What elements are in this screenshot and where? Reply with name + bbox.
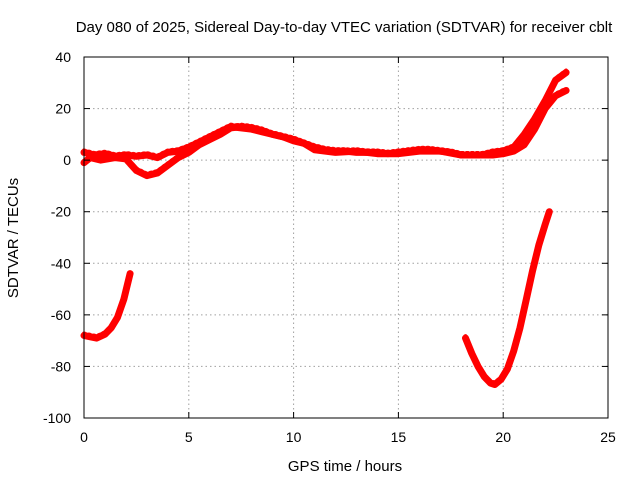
- x-tick-labels: 0 5 10 15 20 25: [80, 429, 616, 445]
- series-marks-sat-b: [82, 86, 569, 176]
- series-line-sat-a: [80, 69, 570, 162]
- y-tick-label: 40: [55, 49, 71, 65]
- y-tick-label: -20: [51, 204, 71, 220]
- y-tick-label: -60: [51, 307, 71, 323]
- x-tick-label: 10: [286, 429, 302, 445]
- series-line-sat-b: [80, 87, 570, 180]
- plot-frame: [83, 56, 609, 419]
- x-tick-label: 0: [80, 429, 88, 445]
- series-marks-sat-a: [82, 68, 569, 158]
- data-series: [80, 68, 570, 388]
- y-tick-label: -80: [51, 358, 71, 374]
- chart-title: Day 080 of 2025, Sidereal Day-to-day VTE…: [76, 19, 613, 36]
- y-tick-label: 0: [63, 152, 71, 168]
- axis-ticks: [83, 56, 609, 419]
- y-tick-label: -40: [51, 255, 71, 271]
- series-marks-sat-d: [463, 207, 552, 385]
- x-tick-label: 15: [391, 429, 407, 445]
- y-tick-labels: -100 -80 -60 -40 -20 0 20 40: [43, 49, 71, 426]
- x-tick-label: 25: [600, 429, 616, 445]
- y-tick-label: 20: [55, 101, 71, 117]
- series-marks-sat-c: [82, 269, 133, 339]
- series-line-sat-d: [462, 208, 553, 388]
- x-tick-label: 5: [185, 429, 193, 445]
- x-tick-label: 20: [495, 429, 511, 445]
- y-axis-label: SDTVAR / TECUs: [5, 178, 22, 298]
- x-axis-label: GPS time / hours: [288, 458, 402, 475]
- grid-lines: [84, 57, 608, 418]
- y-tick-label: -100: [43, 410, 71, 426]
